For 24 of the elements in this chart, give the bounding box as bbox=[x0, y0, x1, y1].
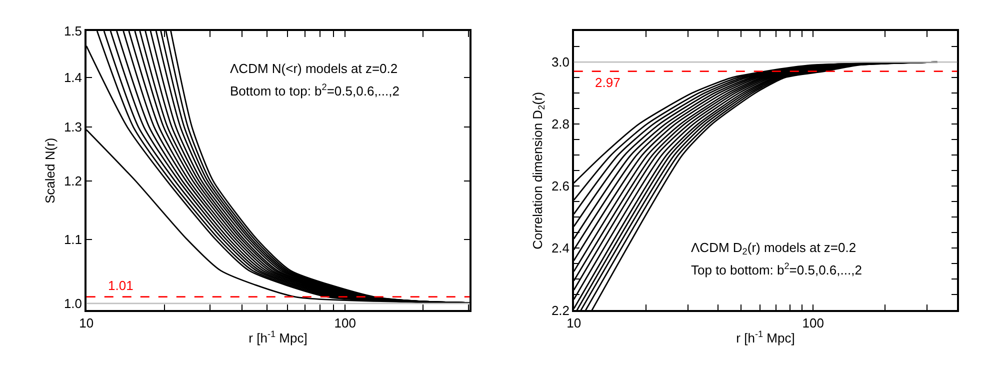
y-tick-label: 1.4 bbox=[64, 70, 82, 85]
y-tick-label: 2.8 bbox=[551, 116, 570, 132]
x-axis-title: r [h$^{-1}$ Mpc] bbox=[248, 329, 308, 346]
y-tick-label: 1.2 bbox=[64, 174, 82, 189]
y-tick-label: 2.2 bbox=[551, 302, 570, 318]
y-tick-label: 1.3 bbox=[64, 120, 82, 135]
annotation: Bottom to top: b$^{2}$=0.5,0.6,...,2 bbox=[230, 82, 400, 98]
y-tick-label: 2.6 bbox=[551, 178, 570, 194]
y-tick-label: 2.4 bbox=[551, 240, 570, 256]
ref-line-label: 2.97 bbox=[595, 75, 620, 90]
y-axis-title: Scaled N(r) bbox=[42, 138, 58, 204]
y-tick-label: 3.0 bbox=[551, 54, 570, 70]
x-tick-label: 100 bbox=[334, 316, 356, 331]
annotation: Top to bottom: b$^{2}$=0.5,0.6,...,2 bbox=[691, 261, 862, 278]
ref-line-label: 1.01 bbox=[108, 278, 134, 293]
annotation: ΛCDM D$_{2}$(r) models at z=0.2 bbox=[691, 240, 856, 257]
y-tick-label: 1.1 bbox=[64, 232, 82, 247]
x-tick-label: 10 bbox=[79, 316, 94, 331]
x-tick-label: 10 bbox=[566, 316, 582, 331]
y-tick-label: 1.5 bbox=[64, 24, 82, 39]
y-tick-label: 1.0 bbox=[64, 296, 82, 312]
annotation: ΛCDM N(<r) models at z=0.2 bbox=[230, 61, 398, 76]
x-tick-label: 100 bbox=[802, 316, 824, 331]
x-axis-title: r [h$^{-1}$ Mpc] bbox=[736, 329, 795, 346]
